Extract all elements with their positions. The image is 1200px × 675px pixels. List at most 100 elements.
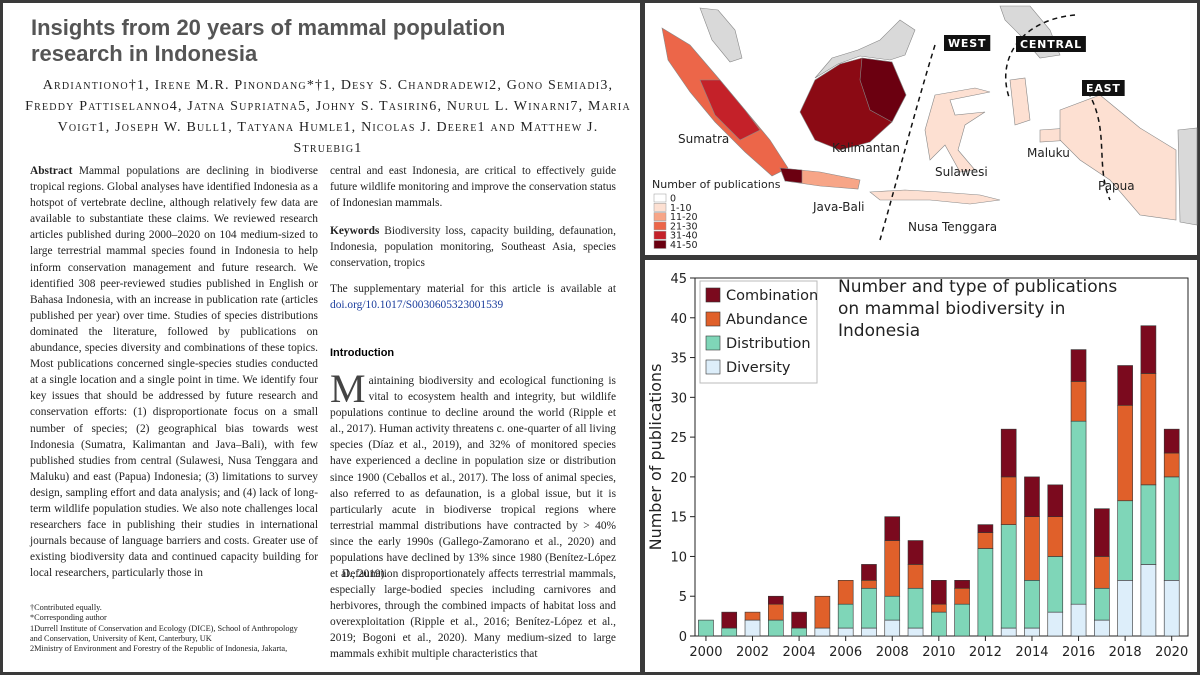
sulawesi (924, 87, 991, 173)
bar-segment (884, 595, 901, 621)
abstract-continued: central and east Indonesia, are critical… (330, 165, 616, 210)
x-tick-label: 2010 (922, 645, 955, 660)
bar-segment (954, 587, 970, 605)
region-label: WEST (948, 37, 986, 50)
y-tick-label: 25 (670, 431, 687, 446)
bar-segment (977, 532, 994, 549)
region-boundary (1005, 14, 1076, 101)
bar-segment (977, 548, 994, 637)
bar-segment (837, 603, 854, 629)
bar-segment (1000, 627, 1017, 637)
bar-segment (1140, 325, 1157, 374)
neighbor-land (1177, 127, 1198, 226)
island-label: Kalimantan (832, 141, 900, 155)
bar-segment (814, 595, 831, 629)
legend-swatch (653, 212, 667, 221)
abstract: Abstract Mammal populations are declinin… (30, 163, 318, 581)
x-tick-label: 2012 (969, 645, 1002, 660)
y-tick-label: 35 (670, 352, 687, 367)
neighbor-land (999, 5, 1061, 59)
x-tick-label: 2004 (783, 645, 816, 660)
bar-segment (1140, 484, 1157, 565)
bar-segment (954, 580, 970, 589)
island-label: Maluku (1027, 146, 1070, 160)
legend-swatch (705, 359, 721, 375)
bar-segment (861, 580, 877, 589)
supplementary-text: The supplementary material for this arti… (330, 283, 616, 295)
bar-segment (1163, 452, 1180, 478)
legend-swatch (653, 221, 667, 231)
island-label: Sumatra (678, 132, 729, 146)
y-tick-label: 5 (679, 590, 687, 605)
bar-segment (837, 627, 854, 637)
island-label: Sulawesi (935, 165, 988, 179)
region-label: CENTRAL (1020, 38, 1082, 51)
bar-segment (1024, 516, 1040, 581)
bar-segment (907, 587, 924, 629)
bar-segment (1140, 564, 1157, 637)
keywords-label: Keywords (330, 225, 380, 237)
keywords-text: Biodiversity loss, capacity building, de… (330, 225, 616, 270)
bar-segment (1047, 611, 1064, 637)
bar-segment (1163, 476, 1180, 581)
bar-segment (907, 627, 924, 637)
bar-segment (791, 611, 807, 629)
legend-swatch (653, 240, 667, 249)
bar-segment (1094, 587, 1110, 621)
x-tick-label: 2016 (1062, 645, 1095, 660)
bar-segment (791, 627, 807, 637)
x-tick-label: 2006 (829, 645, 862, 660)
java (779, 167, 861, 190)
keywords: Keywords Biodiversity loss, capacity bui… (330, 223, 616, 271)
bar-segment (1070, 349, 1087, 382)
map-panel (645, 3, 1197, 255)
section-heading: Introduction (330, 347, 395, 359)
legend-label: Combination (726, 288, 818, 304)
paper-title: Insights from 20 years of mammal populat… (31, 15, 506, 66)
bar-segment (837, 580, 854, 605)
papua (1059, 94, 1177, 221)
bar-segment (1117, 365, 1133, 406)
sumatra-province (699, 79, 761, 141)
footnote: 2Ministry of Environment and Forestry of… (30, 644, 288, 654)
bar-segment (1047, 556, 1064, 613)
bar-segment (931, 611, 947, 637)
bar-segment (931, 603, 947, 613)
y-tick-label: 45 (670, 272, 687, 287)
region-label-box (944, 35, 991, 51)
bar-segment (1000, 428, 1017, 478)
footnote: †Contributed equally. (30, 603, 102, 612)
legend-swatch (653, 203, 667, 212)
abstract-label: Abstract (30, 165, 73, 177)
bar-segment (1047, 516, 1064, 557)
footnotes: †Contributed equally. *Corresponding aut… (30, 603, 310, 654)
legend-swatch (705, 287, 721, 303)
region-label-box (1082, 80, 1125, 96)
legend-box (699, 280, 818, 384)
legend-swatch (705, 335, 721, 351)
legend-label: 11-20 (670, 212, 698, 223)
doi-link[interactable]: doi.org/10.1017/S0030605323001539 (330, 299, 504, 312)
legend-label: Distribution (726, 336, 811, 352)
y-tick-label: 20 (670, 471, 687, 486)
bar-segment (1070, 381, 1087, 422)
y-tick-label: 0 (679, 630, 687, 645)
bar-segment (907, 564, 924, 589)
legend-swatch (705, 311, 721, 327)
legend-label: 41-50 (670, 240, 698, 251)
bar-segment (1094, 508, 1110, 557)
neighbor-land (814, 19, 916, 79)
bar-segment (721, 627, 738, 637)
y-axis-label: Number of publications (646, 364, 665, 551)
bar-segment (768, 595, 784, 605)
bar-segment (1070, 420, 1087, 605)
bar-segment (1024, 580, 1040, 629)
kalimantan-province (859, 57, 907, 123)
bar-segment (744, 611, 761, 621)
x-tick-label: 2002 (736, 645, 769, 660)
bar-segment (698, 619, 714, 637)
legend-label: 0 (670, 194, 676, 205)
bar-segment (1117, 404, 1133, 502)
bar-segment (1047, 484, 1064, 517)
